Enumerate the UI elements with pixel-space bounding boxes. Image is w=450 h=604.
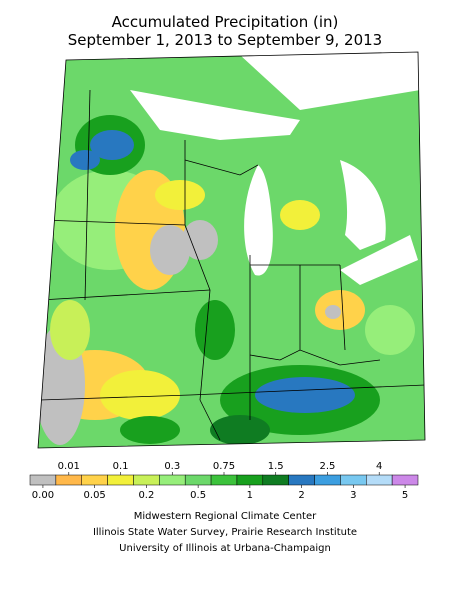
- legend-swatch: [133, 474, 160, 486]
- legend-label: 0.2: [138, 490, 154, 501]
- legend-label: 1: [247, 490, 253, 501]
- legend-label: 0.3: [164, 461, 180, 472]
- legend-label: 0.1: [113, 461, 129, 472]
- legend-label: 1.5: [268, 461, 284, 472]
- legend-swatch: [55, 474, 82, 486]
- legend-swatch: [210, 474, 238, 486]
- legend-swatch: [288, 474, 315, 486]
- legend-swatch: [184, 474, 212, 486]
- legend-swatch: [366, 474, 393, 486]
- legend-label: 0.5: [190, 490, 206, 501]
- legend-swatch: [236, 474, 264, 486]
- legend-label: 2: [298, 490, 304, 501]
- map-title: Accumulated Precipitation (in): [112, 13, 339, 31]
- legend-label: 0.05: [84, 490, 106, 501]
- legend-swatch: [159, 474, 186, 486]
- legend: 0.00 0.01 0.05 0.1 0.2 0.3 0.5 0.75 1 1.5 2 2.5 3 4 5: [29, 461, 419, 501]
- legend-swatch: [29, 474, 57, 486]
- map-subtitle: September 1, 2013 to September 9, 2013: [68, 31, 382, 49]
- legend-label: 4: [376, 461, 382, 472]
- credit-line: University of Illinois at Urbana-Champai…: [119, 543, 331, 554]
- credits: Midwestern Regional Climate Center Illino…: [93, 511, 357, 554]
- map: [37, 51, 426, 449]
- legend-label: 3: [350, 490, 356, 501]
- credit-line: Midwestern Regional Climate Center: [134, 511, 317, 522]
- legend-label: 0.00: [32, 490, 54, 501]
- credit-line: Illinois State Water Survey, Prairie Res…: [93, 527, 357, 538]
- legend-label: 0.01: [58, 461, 80, 472]
- legend-swatch: [340, 474, 367, 486]
- legend-label: 5: [402, 490, 408, 501]
- legend-swatch: [81, 474, 108, 486]
- legend-swatch: [262, 474, 289, 486]
- legend-label: 0.75: [213, 461, 235, 472]
- legend-swatch: [391, 474, 419, 486]
- legend-swatch: [107, 474, 134, 486]
- legend-swatch: [314, 474, 341, 486]
- legend-label: 2.5: [320, 461, 336, 472]
